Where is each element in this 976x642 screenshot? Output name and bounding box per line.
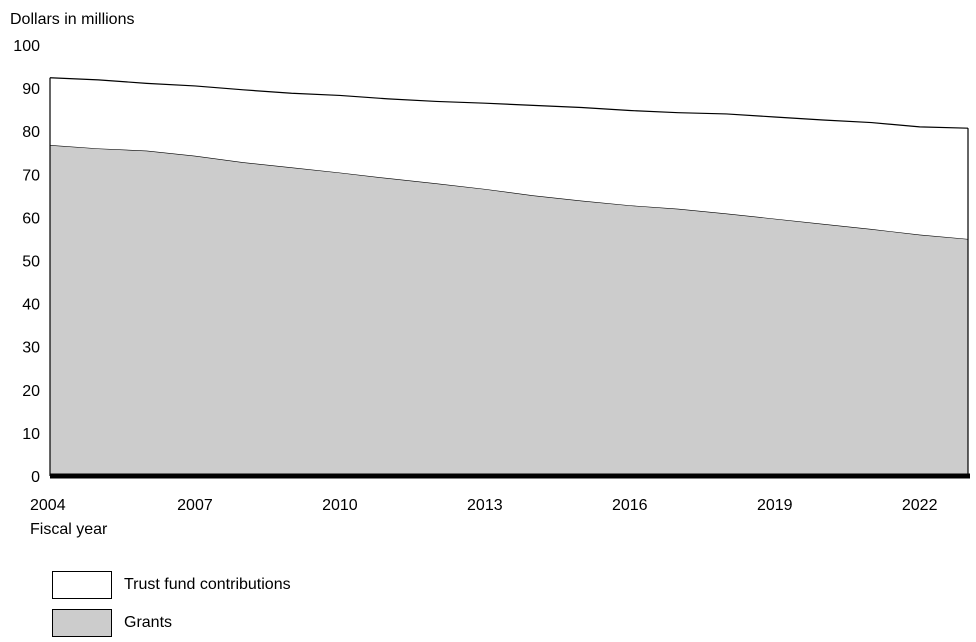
y-tick-label: 0 [31,469,40,486]
legend-swatch-trust-fund [52,571,112,599]
y-axis-ticks: 0 10 20 30 40 50 60 70 80 90 100 [13,38,40,486]
legend-swatch-grants [52,609,112,637]
y-tick-label: 30 [22,340,40,357]
x-tick-label: 2010 [322,497,358,514]
x-tick-label: 2019 [757,497,793,514]
x-tick-label: 2016 [612,497,648,514]
y-tick-label: 70 [22,167,40,184]
area-grants [50,144,968,476]
chart-areas [49,77,970,479]
x-tick-label: 2007 [177,497,213,514]
stacked-area-chart: Dollars in millions 0 10 20 30 40 50 60 70 80 90 1… [10,11,970,538]
area-trust-fund-contributions [50,77,968,239]
y-tick-label: 80 [22,124,40,141]
y-tick-label: 100 [13,38,40,55]
legend: Trust fund contributions Grants [52,566,291,642]
y-tick-label: 60 [22,210,40,227]
y-tick-label: 20 [22,383,40,400]
x-tick-label: 2022 [902,497,938,514]
area-boundary-line-trust-fund-contributions [49,77,969,129]
x-tick-label: 2013 [467,497,503,514]
legend-label-grants: Grants [124,614,173,631]
x-tick-label: 2004 [30,497,66,514]
y-tick-label: 50 [22,254,40,271]
y-axis-title: Dollars in millions [10,11,134,28]
y-tick-label: 40 [22,297,40,314]
legend-label-trust-fund: Trust fund contributions [124,576,291,593]
y-tick-label: 90 [22,81,40,98]
legend-item-trust-fund: Trust fund contributions [52,566,291,604]
legend-item-grants: Grants [52,604,291,642]
x-axis-title: Fiscal year [30,521,108,538]
x-axis-ticks: 2004 2007 2010 2013 2016 2019 2022 [30,497,938,514]
y-tick-label: 10 [22,426,40,443]
